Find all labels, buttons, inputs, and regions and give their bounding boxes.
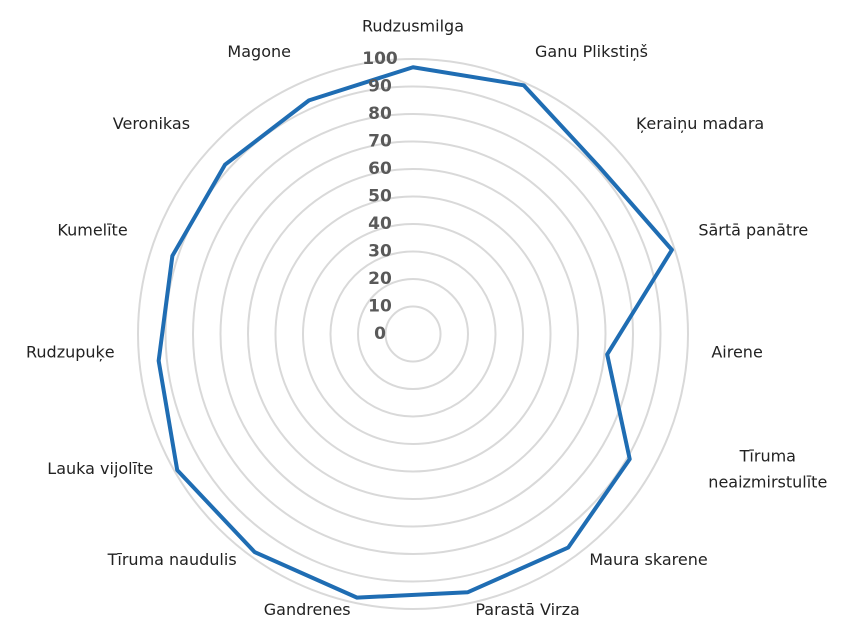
category-label: Rudzusmilga [362, 17, 464, 36]
r-tick-label: 80 [368, 104, 392, 124]
category-label: Veronikas [113, 114, 190, 133]
category-label: Sārtā panātre [698, 220, 808, 239]
grid-circle [329, 250, 497, 418]
r-tick-label: 100 [362, 49, 398, 69]
category-label: Ķeraiņu madara [636, 114, 764, 133]
r-tick-label: 90 [368, 77, 392, 97]
r-tick-label: 30 [368, 242, 392, 262]
grid-circle [219, 140, 607, 528]
category-label: Magone [227, 42, 291, 61]
category-label: Kumelīte [57, 220, 127, 239]
category-label: Parastā Virza [475, 600, 579, 619]
r-tick-label: 0 [374, 324, 386, 344]
grid-circle [247, 168, 579, 500]
grid-circle [164, 85, 662, 583]
category-label: Airene [711, 342, 762, 361]
grid-circle [357, 278, 469, 390]
category-label: Tīruma naudulis [107, 550, 237, 569]
grid-circle [302, 223, 524, 445]
grid-circle [137, 58, 689, 610]
r-tick-label: 10 [368, 297, 392, 317]
grid-circle [274, 195, 552, 473]
category-label: Tīruma neaizmirstulīte [708, 446, 827, 491]
r-tick-label: 60 [368, 159, 392, 179]
category-label: Ganu Plikstiņš [535, 42, 648, 61]
r-tick-label: 50 [368, 187, 392, 207]
series-line [156, 65, 674, 600]
r-tick-label: 20 [368, 269, 392, 289]
category-label: Gandrenes [264, 600, 351, 619]
r-tick-label: 70 [368, 132, 392, 152]
category-label: Lauka vijolīte [47, 459, 153, 478]
grid-circle [384, 305, 442, 363]
r-tick-label: 40 [368, 214, 392, 234]
category-label: Maura skarene [589, 550, 707, 569]
grid-circle [192, 113, 634, 555]
category-label: Rudzupuķe [26, 342, 115, 361]
